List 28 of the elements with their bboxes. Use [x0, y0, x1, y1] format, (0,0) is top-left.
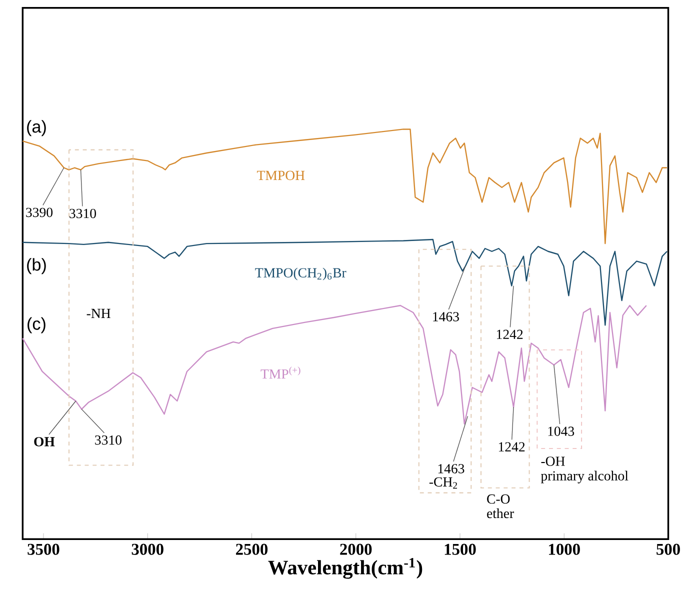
- annotation: 1242: [498, 442, 525, 452]
- annotation: -OH: [541, 456, 565, 466]
- x-tick-label: 2000: [340, 544, 372, 555]
- annotation: 3310: [70, 208, 96, 218]
- annotation: 3390: [26, 208, 53, 217]
- annotation: (a): [27, 120, 46, 136]
- text: TMP$^{(+)}$: [260, 366, 300, 378]
- series-label: TMPO(CH$_{2}$)$_{6}$Br: [255, 268, 346, 280]
- annotation: (c): [28, 317, 46, 334]
- series-label: TMPOH: [257, 170, 305, 180]
- annotation: -CH$_{2}$: [429, 477, 457, 488]
- annotation: -NH: [86, 308, 110, 318]
- annotation: (b): [27, 258, 46, 274]
- annotation: 1463: [438, 464, 464, 474]
- x-tick-label: 1000: [549, 544, 580, 555]
- annotation: primary alcohol: [540, 470, 628, 484]
- annotation: OH: [34, 436, 55, 446]
- annotation: 1463: [433, 312, 459, 322]
- annotation: C-O ether: [487, 494, 514, 518]
- x-tick-label: 1500: [444, 544, 476, 555]
- x-tick-label: 3000: [132, 544, 164, 555]
- annotation: 1242: [497, 330, 523, 339]
- annotation: 1043: [548, 426, 574, 436]
- x-tick-label: 500: [656, 544, 680, 555]
- x-axis-title: Wavelength(cm$^{-1}$): [268, 558, 422, 579]
- x-tick-label: 2500: [236, 544, 268, 555]
- annotation: 3310: [95, 435, 122, 445]
- x-tick-label: 3500: [28, 544, 60, 555]
